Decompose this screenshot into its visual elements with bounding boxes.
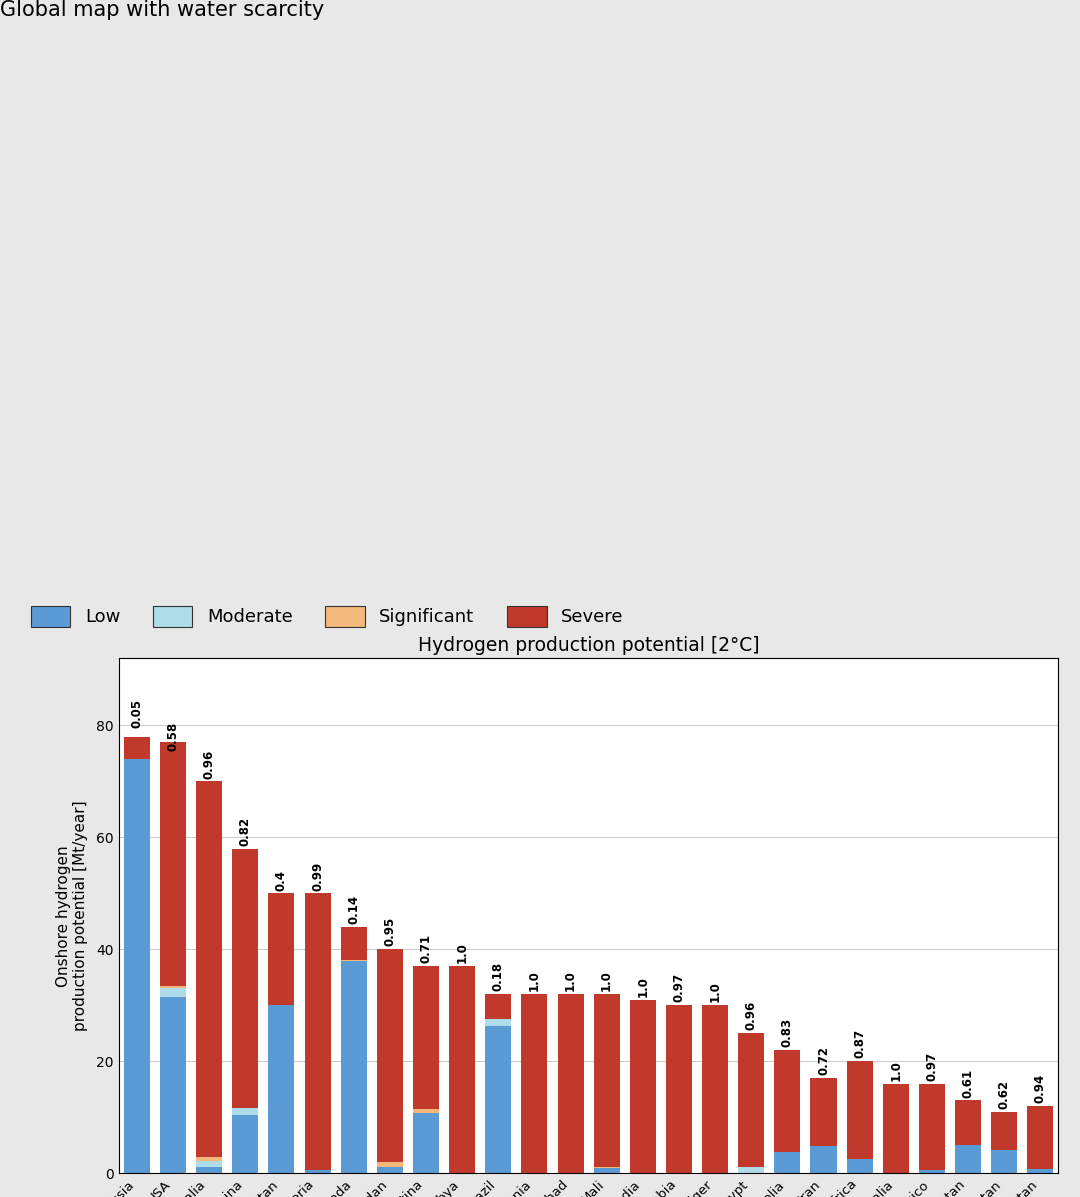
Text: 0.97: 0.97 — [673, 973, 686, 1002]
Bar — [810, 1147, 837, 1173]
Bar — [197, 1161, 222, 1167]
Text: 1.0: 1.0 — [564, 971, 577, 991]
Legend: Low, Moderate, Significant, Severe: Low, Moderate, Significant, Severe — [30, 606, 623, 627]
Bar — [1027, 1106, 1053, 1169]
Bar — [160, 742, 186, 985]
Bar — [991, 1149, 1017, 1173]
Bar — [955, 1100, 981, 1144]
Bar — [919, 1083, 945, 1171]
Bar — [739, 1033, 765, 1167]
Text: 0.71: 0.71 — [419, 935, 432, 964]
Bar — [522, 994, 548, 1173]
Text: Global map with water scarcity: Global map with water scarcity — [0, 0, 324, 19]
Bar — [413, 1108, 438, 1113]
Bar — [702, 1005, 728, 1173]
Text: 0.95: 0.95 — [383, 917, 396, 947]
Bar — [739, 1167, 765, 1173]
Bar — [305, 893, 330, 1171]
Bar — [197, 1167, 222, 1173]
Bar — [269, 1005, 295, 1173]
Bar — [340, 926, 367, 960]
Text: 0.94: 0.94 — [1034, 1074, 1047, 1104]
Bar — [124, 736, 150, 759]
Text: 0.72: 0.72 — [816, 1046, 831, 1075]
Bar — [340, 961, 367, 1173]
Text: 0.58: 0.58 — [166, 722, 179, 751]
Text: 1.0: 1.0 — [889, 1059, 902, 1081]
Text: 0.14: 0.14 — [347, 895, 361, 924]
Text: 0.96: 0.96 — [745, 1001, 758, 1031]
Bar — [485, 1019, 511, 1026]
Bar — [413, 1113, 438, 1173]
Bar — [557, 994, 583, 1173]
Bar — [1027, 1169, 1053, 1173]
Bar — [991, 1112, 1017, 1149]
Text: 0.97: 0.97 — [926, 1052, 939, 1081]
Bar — [377, 1162, 403, 1167]
Bar — [377, 949, 403, 1162]
Text: 0.18: 0.18 — [491, 962, 504, 991]
Text: 1.0: 1.0 — [528, 971, 541, 991]
Text: 0.83: 0.83 — [781, 1019, 794, 1047]
Text: 0.87: 0.87 — [853, 1029, 866, 1058]
Title: Hydrogen production potential [2°C]: Hydrogen production potential [2°C] — [418, 637, 759, 656]
Text: 0.61: 0.61 — [961, 1069, 974, 1098]
Bar — [774, 1050, 800, 1153]
Bar — [413, 966, 438, 1108]
Bar — [485, 1026, 511, 1173]
Bar — [955, 1144, 981, 1173]
Bar — [774, 1153, 800, 1173]
Bar — [847, 1062, 873, 1159]
Y-axis label: Onshore hydrogen
production potential [Mt/year]: Onshore hydrogen production potential [M… — [55, 801, 87, 1031]
Bar — [630, 999, 656, 1173]
Bar — [594, 994, 620, 1167]
Text: 1.0: 1.0 — [456, 942, 469, 964]
Bar — [594, 1168, 620, 1173]
Bar — [269, 893, 295, 1005]
Text: 0.05: 0.05 — [131, 699, 144, 728]
Bar — [305, 1171, 330, 1173]
Bar — [666, 1005, 692, 1173]
Bar — [124, 759, 150, 1173]
Bar — [449, 966, 475, 1173]
Bar — [377, 1167, 403, 1173]
Bar — [160, 997, 186, 1173]
Bar — [160, 989, 186, 997]
Bar — [160, 985, 186, 989]
Bar — [485, 994, 511, 1019]
Text: 0.4: 0.4 — [275, 869, 288, 891]
Bar — [197, 1157, 222, 1161]
Text: 1.0: 1.0 — [708, 982, 721, 1002]
Bar — [232, 849, 258, 1108]
Bar — [810, 1078, 837, 1147]
Text: 0.96: 0.96 — [203, 749, 216, 778]
Text: 1.0: 1.0 — [600, 971, 613, 991]
Text: 1.0: 1.0 — [636, 976, 649, 997]
Bar — [847, 1159, 873, 1173]
Bar — [232, 1114, 258, 1173]
Bar — [919, 1171, 945, 1173]
Text: 0.99: 0.99 — [311, 862, 324, 891]
Bar — [197, 782, 222, 1157]
Text: 0.62: 0.62 — [998, 1080, 1011, 1108]
Bar — [882, 1083, 908, 1173]
Text: 0.82: 0.82 — [239, 816, 252, 846]
Bar — [232, 1108, 258, 1114]
